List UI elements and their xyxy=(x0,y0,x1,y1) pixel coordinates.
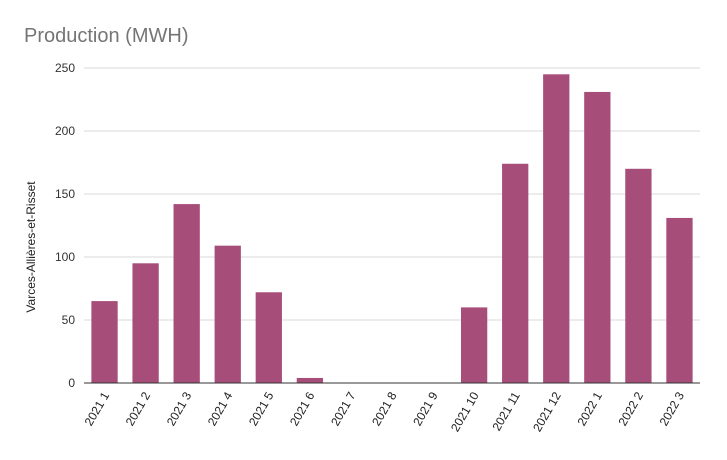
y-tick-labels: 0 50 100 150 200 250 xyxy=(55,61,75,390)
bar xyxy=(255,292,282,383)
bar xyxy=(460,307,488,383)
chart-title: Production (MWH) xyxy=(24,25,188,47)
x-tick-label: 2021 11 xyxy=(489,389,523,433)
x-tick-label: 2022 1 xyxy=(574,389,605,428)
y-tick-label: 150 xyxy=(55,187,75,201)
x-tick-label: 2021 3 xyxy=(164,389,195,428)
x-tick-label: 2021 2 xyxy=(123,389,154,428)
x-tick-label: 2021 6 xyxy=(287,389,318,428)
bar xyxy=(132,263,159,383)
y-tick-label: 50 xyxy=(62,313,76,327)
x-tick-label: 2021 8 xyxy=(369,389,400,428)
x-tick-label: 2022 3 xyxy=(657,389,688,428)
x-tick-label: 2021 7 xyxy=(328,389,359,428)
bar xyxy=(502,163,529,383)
x-tick-label: 2021 12 xyxy=(530,389,564,434)
x-tick-label: 2021 5 xyxy=(246,389,277,428)
x-tick-labels: 2021 1 2021 2 2021 3 2021 4 2021 5 2021 6 2021… xyxy=(82,389,688,434)
bar xyxy=(584,91,611,383)
y-tick-label: 0 xyxy=(68,376,75,390)
bar xyxy=(214,245,241,383)
bar xyxy=(666,217,693,383)
y-tick-label: 250 xyxy=(55,61,75,75)
x-tick-label: 2021 10 xyxy=(448,389,482,434)
bars xyxy=(91,74,693,384)
x-tick-label: 2022 2 xyxy=(616,389,647,428)
bar xyxy=(625,168,652,383)
bar xyxy=(91,301,118,383)
x-tick-label: 2021 1 xyxy=(82,389,113,428)
y-tick-label: 200 xyxy=(55,124,75,138)
bar xyxy=(543,74,570,384)
bar xyxy=(173,204,200,383)
x-tick-label: 2021 9 xyxy=(410,389,441,428)
y-tick-label: 100 xyxy=(55,250,75,264)
x-tick-label: 2021 4 xyxy=(205,389,236,428)
y-axis-label: Varces-Allières-et-Risset xyxy=(24,181,38,313)
bar xyxy=(296,377,324,383)
